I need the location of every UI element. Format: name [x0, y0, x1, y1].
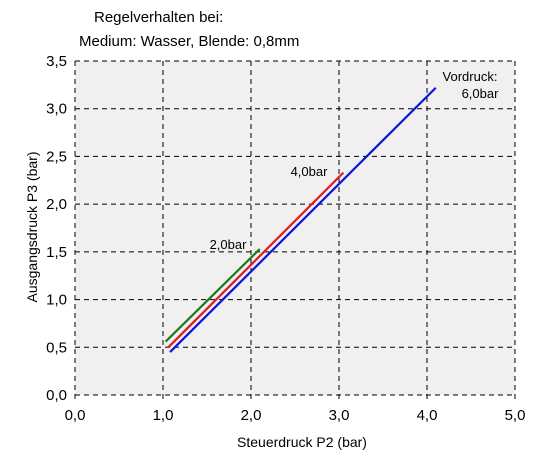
series-label: 2,0bar [210, 237, 248, 252]
x-tick-label: 2,0 [241, 407, 262, 424]
series-line [169, 86, 437, 353]
x-axis-title: Steuerdruck P2 (bar) [237, 434, 367, 450]
series-line [164, 248, 261, 343]
y-tick-label: 3,0 [46, 101, 67, 118]
series-line [167, 171, 345, 349]
y-tick-label: 2,5 [46, 148, 67, 165]
x-tick-label: 3,0 [329, 407, 350, 424]
series-label: Vordruck: [443, 69, 498, 84]
x-tick-label: 1,0 [153, 407, 174, 424]
y-tick-label: 1,0 [46, 292, 67, 309]
chart-title-line-1: Regelverhalten bei: [94, 9, 223, 26]
series-label: 6,0bar [462, 86, 500, 101]
y-axis-title: Ausgangsdruck P3 (bar) [24, 152, 40, 303]
x-tick-label: 4,0 [417, 407, 438, 424]
y-tick-label: 0,5 [46, 339, 67, 356]
y-tick-label: 0,0 [46, 387, 67, 404]
series-labels: 2,0bar 4,0bar Vordruck: 6,0bar [210, 69, 500, 252]
series-label: 4,0bar [291, 164, 329, 179]
y-tick-label: 3,5 [46, 53, 67, 70]
x-tick-label: 5,0 [505, 407, 526, 424]
y-tick-label: 2,0 [46, 196, 67, 213]
series-lines [164, 86, 437, 353]
grid-lines [74, 60, 516, 403]
chart-title-line-2: Medium: Wasser, Blende: 0,8mm [79, 33, 299, 50]
y-tick-label: 1,5 [46, 244, 67, 261]
x-tick-label: 0,0 [65, 407, 86, 424]
tick-labels: 0,0 1,0 2,0 3,0 4,0 5,0 0,0 0,5 1,0 1,5 2,0 2,5 3,0 3… [46, 53, 525, 424]
